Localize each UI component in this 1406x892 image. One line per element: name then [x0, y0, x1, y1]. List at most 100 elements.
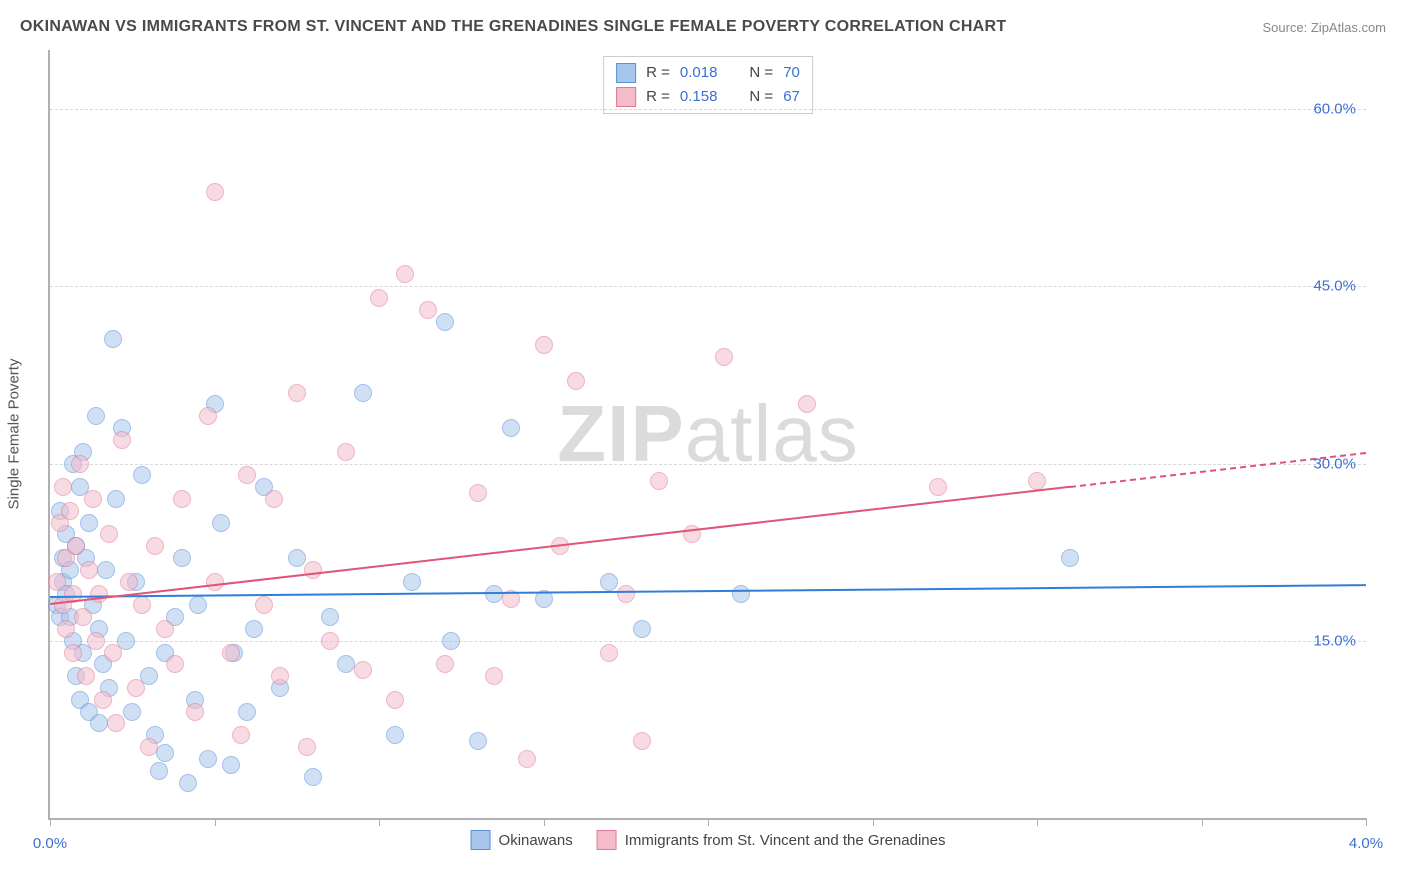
- scatter-point: [48, 573, 66, 591]
- scatter-point: [600, 644, 618, 662]
- r-label: R =: [646, 85, 670, 109]
- scatter-point: [650, 472, 668, 490]
- scatter-point: [265, 490, 283, 508]
- scatter-point: [732, 585, 750, 603]
- legend-label: Okinawans: [499, 832, 573, 849]
- scatter-point: [321, 608, 339, 626]
- legend-label: Immigrants from St. Vincent and the Gren…: [625, 832, 946, 849]
- scatter-point: [77, 667, 95, 685]
- scatter-point: [67, 537, 85, 555]
- scatter-point: [189, 596, 207, 614]
- scatter-point: [354, 384, 372, 402]
- scatter-point: [100, 525, 118, 543]
- scatter-point: [386, 726, 404, 744]
- y-tick-label: 15.0%: [1313, 632, 1356, 649]
- legend-stats: R =0.018N =70R =0.158N =67: [603, 56, 813, 114]
- scatter-point: [150, 762, 168, 780]
- scatter-point: [321, 632, 339, 650]
- scatter-point: [113, 431, 131, 449]
- scatter-point: [633, 620, 651, 638]
- legend-swatch: [616, 63, 636, 83]
- scatter-point: [90, 714, 108, 732]
- scatter-point: [535, 336, 553, 354]
- gridline: [50, 286, 1366, 287]
- scatter-point: [929, 478, 947, 496]
- scatter-point: [222, 644, 240, 662]
- r-value: 0.158: [680, 85, 718, 109]
- scatter-point: [212, 514, 230, 532]
- trend-line: [50, 486, 1070, 605]
- scatter-point: [166, 655, 184, 673]
- watermark-bold: ZIP: [557, 389, 684, 478]
- scatter-point: [104, 330, 122, 348]
- scatter-point: [469, 732, 487, 750]
- scatter-point: [206, 573, 224, 591]
- legend-swatch: [471, 830, 491, 850]
- source-label: Source: ZipAtlas.com: [1262, 20, 1386, 35]
- gridline: [50, 109, 1366, 110]
- scatter-point: [97, 561, 115, 579]
- r-value: 0.018: [680, 61, 718, 85]
- scatter-point: [255, 596, 273, 614]
- x-tick: [379, 818, 380, 826]
- scatter-point: [485, 667, 503, 685]
- y-tick-label: 45.0%: [1313, 278, 1356, 295]
- x-tick: [708, 818, 709, 826]
- scatter-point: [71, 455, 89, 473]
- scatter-point: [61, 502, 79, 520]
- scatter-chart: ZIPatlas R =0.018N =70R =0.158N =67 Okin…: [48, 50, 1366, 820]
- scatter-point: [715, 348, 733, 366]
- n-value: 70: [783, 61, 800, 85]
- legend-item: Immigrants from St. Vincent and the Gren…: [597, 830, 946, 850]
- y-tick-label: 60.0%: [1313, 101, 1356, 118]
- legend-stat-row: R =0.158N =67: [616, 85, 800, 109]
- scatter-point: [133, 466, 151, 484]
- scatter-point: [156, 744, 174, 762]
- y-axis-label: Single Female Poverty: [6, 359, 23, 510]
- legend-swatch: [597, 830, 617, 850]
- scatter-point: [127, 679, 145, 697]
- scatter-point: [94, 691, 112, 709]
- chart-title: OKINAWAN VS IMMIGRANTS FROM ST. VINCENT …: [20, 18, 1006, 36]
- scatter-point: [436, 655, 454, 673]
- scatter-point: [298, 738, 316, 756]
- scatter-point: [107, 490, 125, 508]
- scatter-point: [1061, 549, 1079, 567]
- scatter-point: [173, 490, 191, 508]
- scatter-point: [469, 484, 487, 502]
- scatter-point: [87, 632, 105, 650]
- x-tick-label: 0.0%: [33, 835, 67, 852]
- scatter-point: [54, 478, 72, 496]
- scatter-point: [1028, 472, 1046, 490]
- scatter-point: [64, 644, 82, 662]
- scatter-point: [87, 407, 105, 425]
- scatter-point: [179, 774, 197, 792]
- scatter-point: [186, 703, 204, 721]
- scatter-point: [436, 313, 454, 331]
- legend-item: Okinawans: [471, 830, 573, 850]
- x-tick: [50, 818, 51, 826]
- scatter-point: [206, 183, 224, 201]
- scatter-point: [80, 561, 98, 579]
- scatter-point: [600, 573, 618, 591]
- x-tick: [1037, 818, 1038, 826]
- trend-line: [50, 584, 1366, 598]
- scatter-point: [370, 289, 388, 307]
- scatter-point: [288, 549, 306, 567]
- x-tick: [1366, 818, 1367, 826]
- x-tick: [544, 818, 545, 826]
- scatter-point: [403, 573, 421, 591]
- scatter-point: [271, 667, 289, 685]
- legend-series: Okinawans Immigrants from St. Vincent and…: [471, 830, 946, 850]
- scatter-point: [386, 691, 404, 709]
- scatter-point: [173, 549, 191, 567]
- scatter-point: [74, 608, 92, 626]
- n-label: N =: [749, 61, 773, 85]
- scatter-point: [120, 573, 138, 591]
- legend-swatch: [616, 87, 636, 107]
- scatter-point: [199, 407, 217, 425]
- scatter-point: [304, 561, 322, 579]
- scatter-point: [304, 768, 322, 786]
- scatter-point: [104, 644, 122, 662]
- scatter-point: [617, 585, 635, 603]
